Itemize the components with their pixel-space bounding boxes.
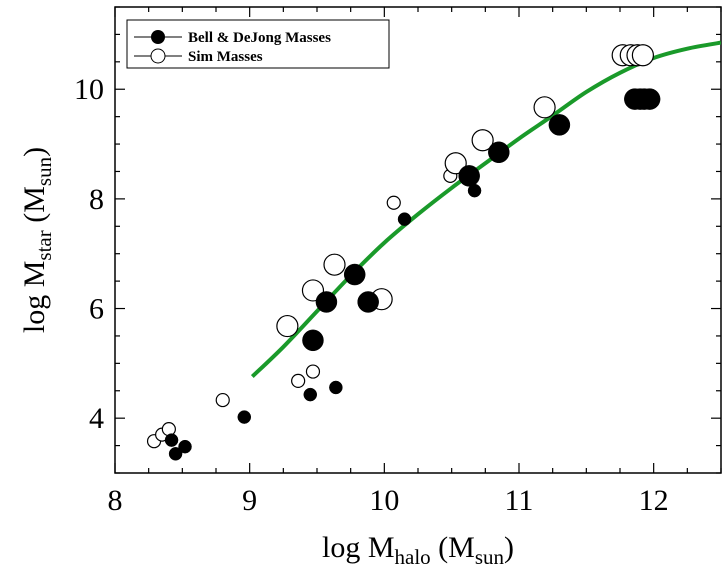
x-axis-title: log Mhalo (Msun) [322, 531, 514, 567]
axis-ticks [114, 6, 722, 474]
x-axis-title-main: log M [322, 531, 395, 564]
bell-dejong-point [548, 114, 571, 136]
sim-point [631, 44, 654, 67]
y-axis-title: log Mstar (Msun) [18, 147, 56, 333]
bell-dejong-point [164, 433, 179, 447]
bell-dejong-point [343, 263, 366, 286]
data-points [146, 44, 661, 461]
bell-dejong-point [168, 447, 183, 461]
bell-dejong-point [488, 141, 510, 164]
sim-point [305, 364, 321, 379]
y-tick-label: 10 [74, 73, 104, 106]
bell-dejong-point [467, 183, 482, 198]
y-axis-title-main: log M [18, 261, 51, 334]
sim-point [291, 373, 306, 388]
sim-point [533, 96, 556, 119]
x-axis-title-unit-close: ) [504, 531, 514, 564]
legend-box [126, 19, 390, 69]
y-tick-label: 8 [89, 183, 104, 216]
bell-dejong-point [357, 291, 379, 313]
x-tick-label: 12 [639, 484, 669, 517]
x-tick-label: 9 [242, 484, 257, 517]
y-axis-title-unit-open: (M [18, 186, 51, 230]
bell-dejong-point [458, 165, 480, 187]
sim-point [444, 152, 467, 175]
y-axis-title-unit-close: ) [18, 147, 51, 157]
legend-label-sim: Sim Masses [188, 49, 263, 65]
y-axis-title-sub: star [32, 230, 56, 260]
legend-label-bell: Bell & DeJong Masses [188, 30, 331, 46]
bell-dejong-point [329, 380, 343, 395]
axis-tick-labels: 8 9 10 11 12 4 6 8 10 [74, 73, 669, 517]
bell-dejong-point [178, 439, 192, 454]
sim-point [215, 392, 230, 408]
bell-dejong-point [638, 88, 661, 110]
bell-dejong-point [397, 212, 412, 226]
bell-dejong-point [302, 329, 324, 352]
sim-point [471, 129, 494, 152]
bell-dejong-point [303, 387, 318, 402]
y-axis-title-unit-sub: sun [32, 156, 56, 186]
x-axis-title-unit-open: (M [431, 531, 475, 564]
x-axis-title-sub: halo [395, 545, 431, 567]
x-tick-label: 8 [108, 484, 123, 517]
x-axis-title-unit-sub: sun [475, 545, 505, 567]
x-tick-label: 11 [505, 484, 534, 517]
bell-dejong-point [237, 410, 252, 424]
legend-marker-sim [150, 48, 166, 64]
legend: Bell & DeJong Masses Sim Masses [126, 19, 390, 69]
y-tick-label: 4 [89, 402, 104, 435]
sim-point [386, 195, 401, 210]
sim-point [323, 253, 346, 276]
y-tick-label: 6 [89, 293, 104, 326]
x-tick-label: 10 [369, 484, 399, 517]
plot-frame [114, 6, 722, 474]
legend-marker-bell [151, 30, 165, 44]
bell-dejong-point [315, 291, 338, 313]
sim-point [276, 314, 299, 338]
